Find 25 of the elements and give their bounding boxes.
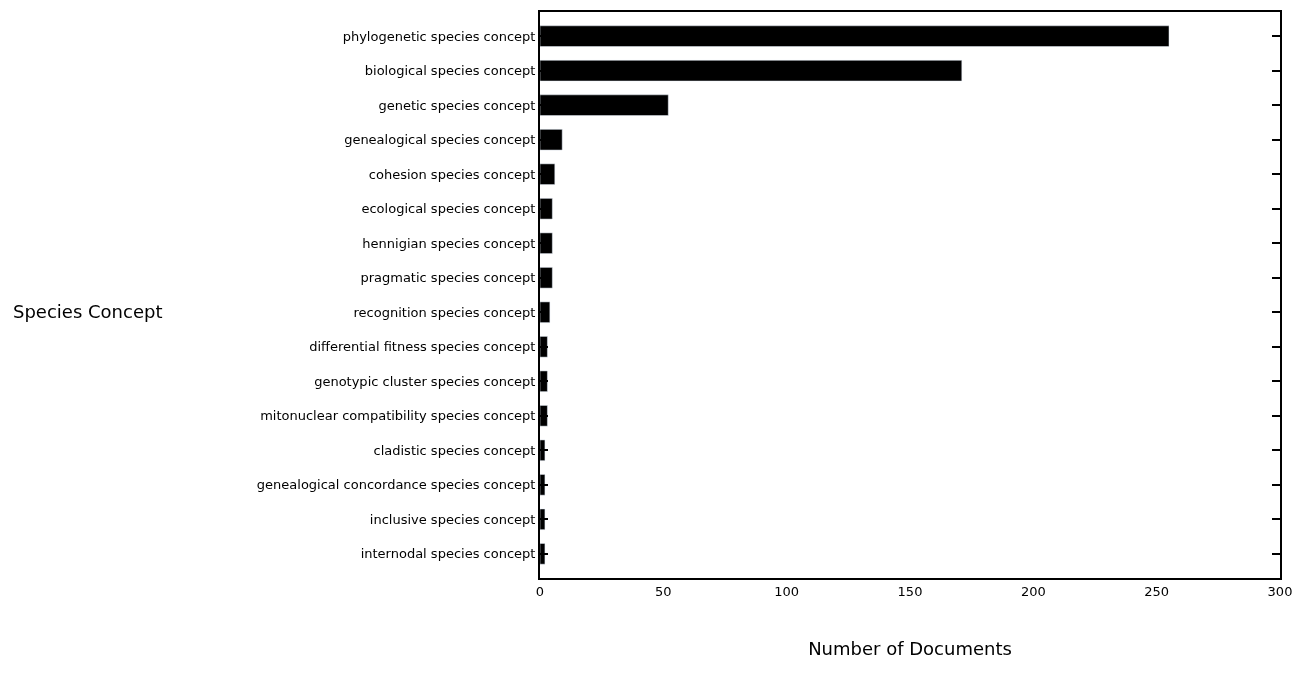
- y-tick-label: pragmatic species concept: [360, 270, 536, 286]
- y-tick-label: genotypic cluster species concept: [314, 373, 536, 389]
- x-tick-label: 250: [1144, 583, 1170, 599]
- y-tick-label: internodal species concept: [360, 546, 536, 562]
- y-tick-label: biological species concept: [364, 63, 536, 79]
- y-tick-label: hennigian species concept: [362, 235, 536, 251]
- y-tick-label: inclusive species concept: [369, 511, 536, 527]
- text: Species Concept: [13, 301, 163, 322]
- y-tick-label: cohesion species concept: [368, 166, 536, 182]
- y-tick-label: differential fitness species concept: [309, 339, 536, 355]
- y-tick-label: genealogical concordance species concept: [256, 477, 536, 493]
- x-tick-label: 50: [655, 583, 672, 599]
- x-tick-label: 0: [535, 583, 545, 599]
- x-tick-label: 300: [1267, 583, 1293, 599]
- y-tick-label: mitonuclear compatibility species concept: [260, 408, 536, 424]
- y-tick-label: genetic species concept: [378, 97, 536, 113]
- x-tick-label: 100: [774, 583, 800, 599]
- y-tick-label: cladistic species concept: [373, 442, 536, 458]
- y-tick-label: ecological species concept: [361, 201, 536, 217]
- y-tick-label: genealogical species concept: [344, 132, 536, 148]
- x-axis-title: Number of Documents: [808, 638, 1012, 660]
- y-tick-label: phylogenetic species concept: [342, 28, 536, 44]
- x-tick-label: 150: [897, 583, 923, 599]
- y-tick-label: recognition species concept: [353, 304, 536, 320]
- x-tick-label: 200: [1020, 583, 1046, 599]
